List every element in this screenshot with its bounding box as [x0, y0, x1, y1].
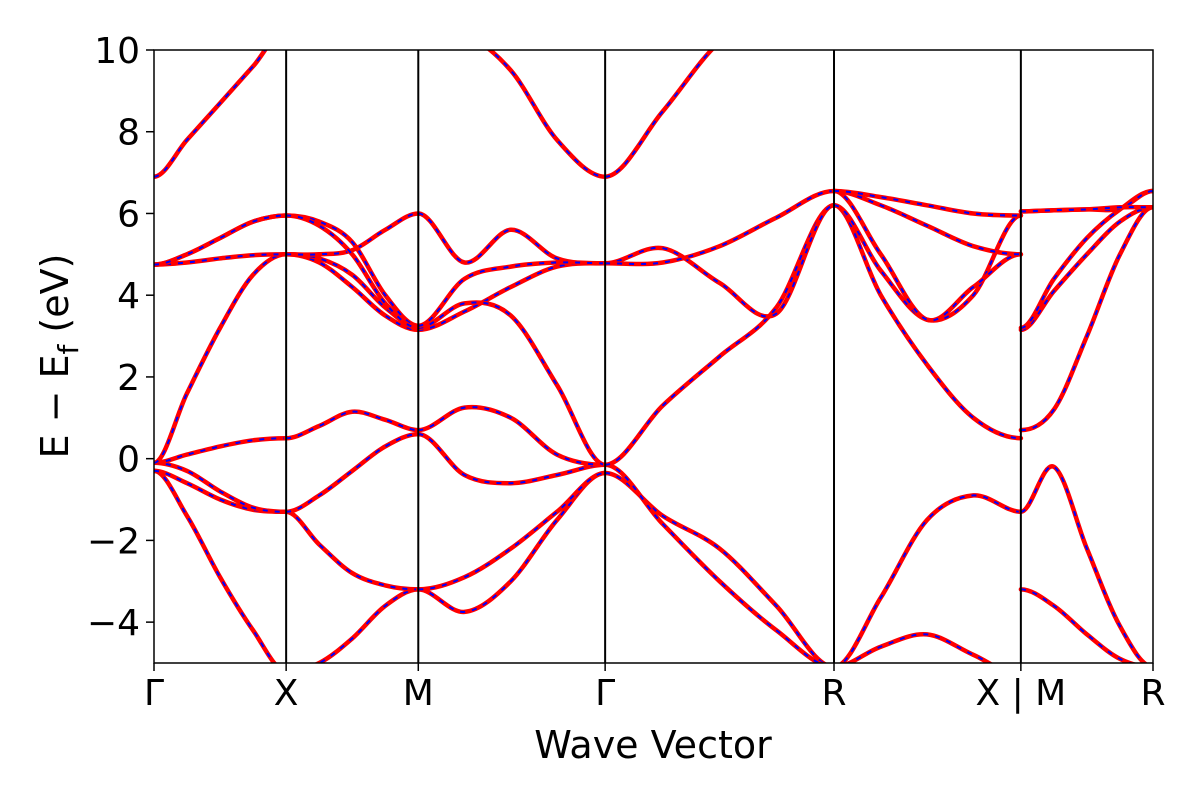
y-tick-label: −4	[87, 603, 140, 644]
y-tick-label: 2	[117, 358, 140, 399]
band-line-dashed	[418, 212, 606, 265]
band-line-dashed	[418, 301, 606, 466]
y-ticks: −4 −2 0 2 4 6 8 10	[87, 31, 154, 644]
y-axis-title-main: E − E	[33, 354, 77, 458]
band-line-dashed	[840, 494, 1021, 663]
axes-frame	[153, 49, 1154, 664]
plot-area	[154, 50, 1153, 663]
band-line-dashed	[1020, 206, 1153, 432]
x-tick-label: R	[821, 673, 846, 714]
band-line-solid	[154, 460, 289, 515]
band-line-dashed	[154, 469, 287, 513]
band-line-dashed	[154, 461, 287, 513]
band-line-dashed	[846, 633, 991, 663]
band-line-dashed	[286, 214, 419, 329]
band-line-solid	[602, 50, 715, 179]
band-line-solid	[416, 300, 608, 468]
band-line-dashed	[833, 190, 1021, 256]
band-line-dashed	[154, 50, 267, 178]
band-line-dashed	[418, 406, 606, 466]
x-tick-label: X | M	[975, 673, 1066, 714]
band-line-dashed	[154, 253, 287, 266]
band-line-dashed	[1020, 190, 1153, 329]
band-line-dashed	[154, 469, 276, 663]
band-line-dashed	[286, 410, 419, 440]
band-line-dashed	[154, 253, 287, 464]
y-tick-label: 10	[94, 31, 140, 72]
band-line-dashed	[286, 214, 419, 327]
band-line-solid	[416, 470, 608, 592]
x-tick-label: Γ	[144, 673, 164, 714]
band-line-solid	[283, 213, 421, 329]
x-tick-label: Γ	[595, 673, 615, 714]
band-line-solid	[602, 470, 828, 663]
y-tick-label: 8	[117, 113, 140, 154]
y-tick-label: −2	[87, 521, 140, 562]
band-line-dashed	[1020, 588, 1133, 663]
y-tick-label: 6	[117, 194, 140, 235]
x-axis-title: Wave Vector	[534, 723, 772, 767]
band-line-solid	[416, 211, 608, 266]
x-tick-label: X	[274, 673, 299, 714]
band-line-solid	[838, 493, 1024, 663]
band-line-solid	[843, 632, 994, 663]
segment-X-M	[283, 211, 421, 663]
band-line-solid	[154, 252, 289, 466]
band-line-dashed	[604, 204, 835, 466]
band-line-dashed	[604, 463, 822, 663]
band-line-dashed	[605, 204, 835, 318]
band-line-dashed	[286, 253, 419, 331]
band-line-dashed	[154, 214, 287, 266]
band-line-solid	[602, 188, 837, 267]
band-line-dashed	[418, 472, 606, 613]
band-line-dashed	[316, 588, 419, 663]
band-line-dashed	[1020, 206, 1153, 331]
x-tick-label: M	[403, 673, 434, 714]
band-line-solid	[283, 211, 421, 257]
band-line-dashed	[285, 510, 419, 591]
band-line-solid	[283, 431, 421, 515]
y-axis-title-unit: (eV)	[33, 254, 77, 333]
segment-M-R	[1018, 188, 1153, 663]
band-line-solid	[313, 587, 421, 663]
segment-R-X	[831, 188, 1024, 663]
y-axis-title-sub: f	[52, 343, 85, 354]
band-line-dashed	[418, 433, 606, 485]
band-line-dashed	[1020, 206, 1153, 213]
band-line-dashed	[604, 50, 713, 178]
band-line-dashed	[488, 50, 606, 178]
band-line-dashed	[1020, 190, 1153, 213]
band-line-dashed	[833, 204, 1022, 322]
band-line-dashed	[1020, 465, 1146, 663]
band-line-solid	[486, 50, 608, 179]
band-line-solid	[283, 509, 421, 592]
segment-Γ-R	[602, 50, 837, 663]
band-line-dashed	[286, 433, 419, 513]
segment-M-Γ	[416, 50, 608, 615]
band-line-dashed	[833, 190, 1022, 322]
band-line-solid	[154, 435, 289, 466]
band-line-solid	[1018, 587, 1138, 663]
band-line-dashed	[833, 204, 1021, 440]
y-tick-label: 0	[117, 440, 140, 481]
kpoint-lines	[285, 50, 1022, 663]
band-line-dashed	[154, 437, 287, 464]
band-line-solid	[416, 260, 608, 329]
x-ticks: Γ X M Γ R X | M R	[144, 663, 1166, 714]
band-line-solid	[831, 188, 1024, 218]
segment-Γ-X	[154, 50, 289, 663]
y-axis-title: E − Ef (eV)	[33, 254, 85, 459]
y-tick-label: 4	[117, 276, 140, 317]
x-tick-label: R	[1140, 673, 1165, 714]
